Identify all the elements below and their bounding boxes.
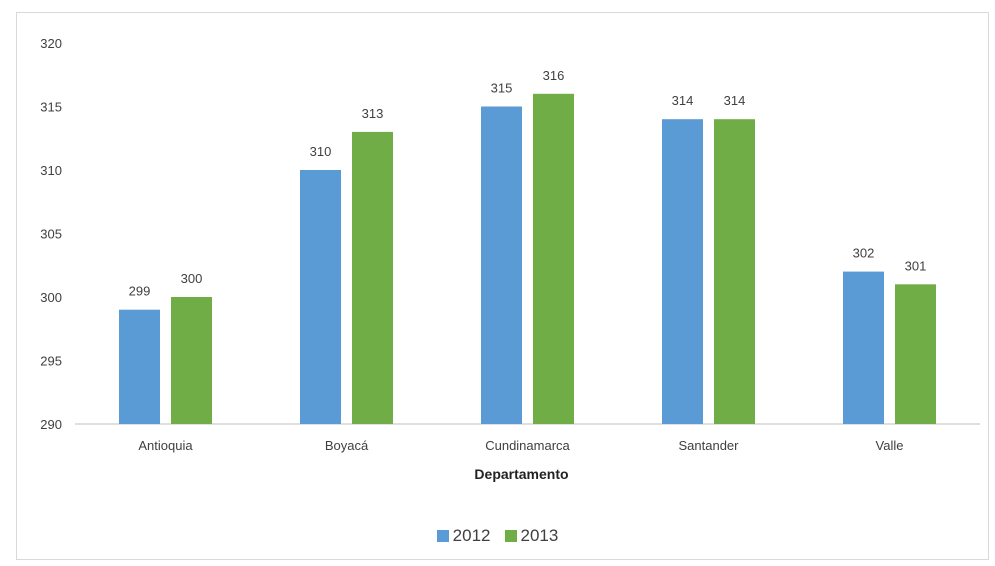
data-label: 300 <box>181 271 203 286</box>
y-tick-label: 315 <box>40 100 62 115</box>
x-axis-title: Departamento <box>474 466 568 482</box>
data-label: 299 <box>129 284 151 299</box>
y-tick-label: 300 <box>40 290 62 305</box>
y-tick-label: 305 <box>40 227 62 242</box>
x-tick-label: Cundinamarca <box>485 438 570 453</box>
legend-swatch <box>504 530 517 542</box>
legend-item-2012: 2012 <box>436 526 491 546</box>
x-tick-label: Santander <box>679 438 740 453</box>
legend-label: 2013 <box>520 526 559 545</box>
data-label: 314 <box>724 93 746 108</box>
data-label: 316 <box>543 68 565 83</box>
bar-2012-santander <box>662 119 703 424</box>
data-label: 314 <box>672 93 694 108</box>
bar-2013-valle <box>895 284 936 424</box>
bar-2013-boyacá <box>352 131 393 424</box>
y-tick-label: 290 <box>40 417 62 432</box>
legend: 2012 2013 <box>0 526 995 546</box>
data-label: 310 <box>310 144 332 159</box>
data-label: 301 <box>905 258 927 273</box>
data-label: 313 <box>362 106 384 121</box>
legend-item-2013: 2013 <box>504 526 559 546</box>
bar-2013-santander <box>714 119 755 424</box>
data-label: 315 <box>491 81 513 96</box>
data-label: 302 <box>853 246 875 261</box>
y-tick-label: 310 <box>40 163 62 178</box>
bar-2012-antioquia <box>119 309 160 424</box>
bar-2012-cundinamarca <box>481 106 522 424</box>
bar-2013-cundinamarca <box>533 93 574 425</box>
y-tick-label: 295 <box>40 354 62 369</box>
x-tick-label: Boyacá <box>325 438 369 453</box>
bar-2012-boyacá <box>300 170 341 424</box>
legend-label: 2012 <box>452 526 491 545</box>
x-tick-label: Valle <box>876 438 904 453</box>
bar-2013-antioquia <box>171 297 212 424</box>
legend-swatch <box>436 530 449 542</box>
x-tick-label: Antioquia <box>138 438 193 453</box>
bar-2012-valle <box>843 271 884 424</box>
y-tick-label: 320 <box>40 36 62 51</box>
